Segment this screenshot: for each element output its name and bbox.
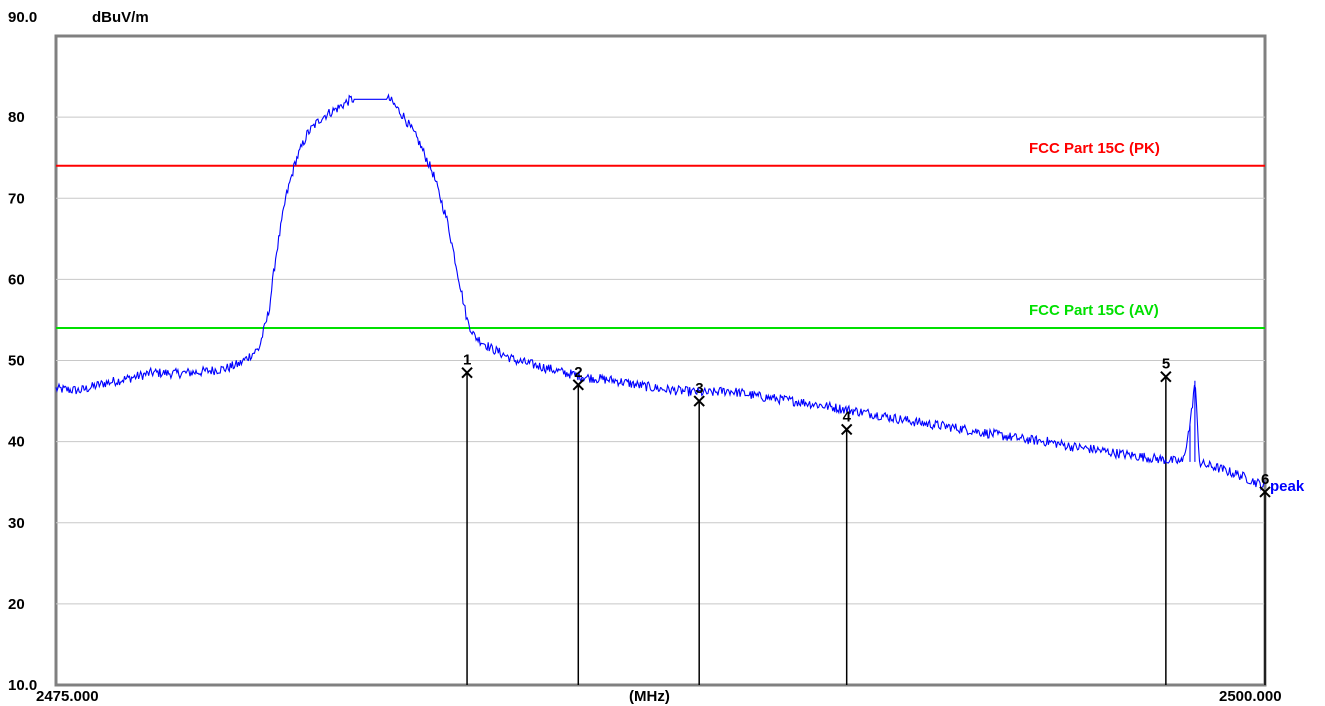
- marker-label: 1: [463, 352, 471, 369]
- y-tick-label: 80: [8, 109, 25, 126]
- marker: 2: [572, 364, 584, 391]
- marker-x: [1160, 371, 1172, 383]
- series-label: peak: [1270, 478, 1305, 495]
- marker-x: [1259, 486, 1271, 498]
- marker-lines: [466, 372, 1266, 685]
- y-tick-label: 50: [8, 353, 25, 370]
- y-tick-label: 40: [8, 434, 25, 451]
- marker: 1: [461, 352, 473, 379]
- marker-x: [693, 395, 705, 407]
- marker: 4: [840, 408, 853, 436]
- marker: 5: [1160, 356, 1172, 383]
- x-tick-label-min: 2475.000: [36, 688, 99, 705]
- limit-line-label: FCC Part 15C (AV): [1029, 302, 1159, 319]
- y-tick-labels: 90.0 80 70 60 50 40 30 20 10.0: [8, 9, 37, 694]
- marker-x: [572, 379, 584, 391]
- y-tick-label: 20: [8, 596, 25, 613]
- marker: 6: [1259, 471, 1271, 498]
- marker-x: [461, 366, 473, 379]
- y-tick-label: 10.0: [8, 677, 37, 694]
- marker-x: [840, 423, 853, 436]
- marker: 3: [693, 380, 705, 407]
- marker-label: 5: [1162, 356, 1170, 373]
- series: peak: [55, 93, 1305, 495]
- y-tick-label: 60: [8, 271, 25, 288]
- y-axis-label: dBuV/m: [92, 9, 149, 26]
- marker-label: 6: [1261, 471, 1269, 488]
- limit-line-label: FCC Part 15C (PK): [1029, 140, 1160, 157]
- x-axis-label: (MHz): [629, 688, 670, 705]
- series-line: [55, 93, 1266, 492]
- y-tick-label: 70: [8, 190, 25, 207]
- limit-lines: FCC Part 15C (PK) FCC Part 15C (AV): [56, 140, 1265, 330]
- marker-label: 4: [843, 408, 852, 425]
- markers: 1 2 3 4 5 6: [461, 352, 1271, 498]
- x-tick-label-max: 2500.000: [1219, 688, 1282, 705]
- y-tick-label: 90.0: [8, 9, 37, 26]
- grid: [56, 116, 1265, 605]
- marker-label: 2: [574, 364, 582, 381]
- y-tick-label: 30: [8, 515, 25, 532]
- marker-label: 3: [695, 380, 703, 397]
